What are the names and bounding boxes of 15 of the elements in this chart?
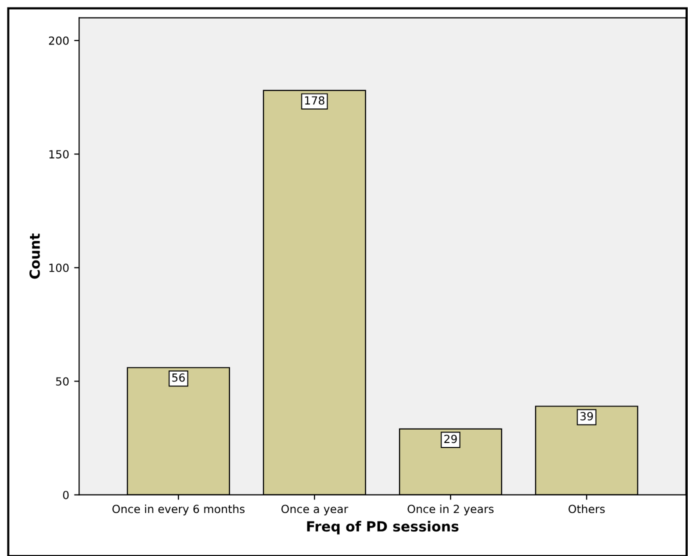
x-axis-title: Freq of PD sessions bbox=[307, 520, 459, 534]
x-tick-label: Once in every 6 months bbox=[112, 504, 245, 516]
data-label: 178 bbox=[305, 96, 324, 105]
y-tick-label: 200 bbox=[49, 36, 69, 45]
data-label: 29 bbox=[444, 434, 457, 444]
data-label: 56 bbox=[172, 373, 185, 382]
y-axis-title: Count bbox=[29, 234, 40, 279]
y-tick-label: 150 bbox=[49, 150, 69, 158]
y-tick-label: 50 bbox=[56, 377, 69, 386]
data-label: 39 bbox=[580, 412, 593, 420]
y-tick-label: 0 bbox=[63, 490, 69, 500]
x-tick-label: Once in 2 years bbox=[408, 504, 494, 516]
y-tick-label: 100 bbox=[49, 264, 69, 272]
x-tick-label: Others bbox=[568, 504, 605, 514]
x-tick-label: Once a year bbox=[281, 504, 348, 516]
